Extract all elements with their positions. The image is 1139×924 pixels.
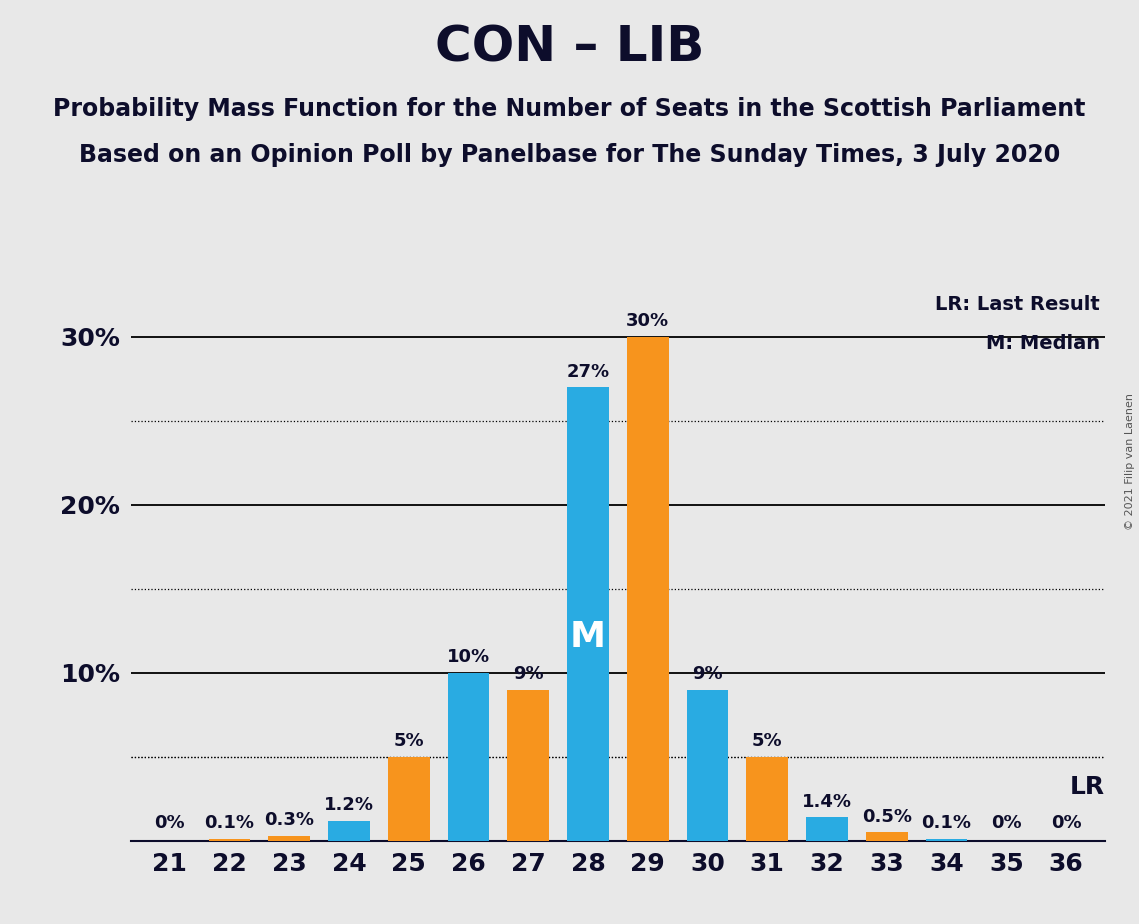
Text: 0%: 0%	[991, 814, 1022, 833]
Text: Probability Mass Function for the Number of Seats in the Scottish Parliament: Probability Mass Function for the Number…	[54, 97, 1085, 121]
Text: 0%: 0%	[155, 814, 186, 833]
Text: © 2021 Filip van Laenen: © 2021 Filip van Laenen	[1125, 394, 1134, 530]
Text: 10%: 10%	[446, 648, 490, 666]
Bar	[388, 757, 429, 841]
Bar	[746, 757, 788, 841]
Bar	[687, 689, 729, 841]
Text: 9%: 9%	[513, 665, 543, 683]
Text: 0.5%: 0.5%	[862, 808, 911, 826]
Text: M: Median: M: Median	[986, 334, 1100, 353]
Bar	[448, 673, 490, 841]
Text: 5%: 5%	[393, 732, 424, 750]
Bar	[567, 387, 609, 841]
Text: 9%: 9%	[693, 665, 723, 683]
Bar	[626, 337, 669, 841]
Text: 30%: 30%	[626, 312, 670, 330]
Bar	[328, 821, 370, 841]
Text: LR: LR	[1070, 775, 1105, 799]
Text: 0.3%: 0.3%	[264, 811, 314, 829]
Text: Based on an Opinion Poll by Panelbase for The Sunday Times, 3 July 2020: Based on an Opinion Poll by Panelbase fo…	[79, 143, 1060, 167]
Text: 1.4%: 1.4%	[802, 793, 852, 810]
Bar	[806, 818, 847, 841]
Bar	[208, 839, 251, 841]
Bar	[269, 836, 310, 841]
Text: 0.1%: 0.1%	[205, 814, 254, 833]
Text: 0.1%: 0.1%	[921, 814, 972, 833]
Text: M: M	[570, 620, 606, 653]
Text: 27%: 27%	[566, 362, 609, 381]
Text: 1.2%: 1.2%	[325, 796, 374, 814]
Text: 0%: 0%	[1050, 814, 1081, 833]
Bar	[507, 689, 549, 841]
Bar	[926, 839, 967, 841]
Text: LR: Last Result: LR: Last Result	[935, 295, 1100, 314]
Text: CON – LIB: CON – LIB	[435, 23, 704, 71]
Bar	[866, 833, 908, 841]
Text: 5%: 5%	[752, 732, 782, 750]
